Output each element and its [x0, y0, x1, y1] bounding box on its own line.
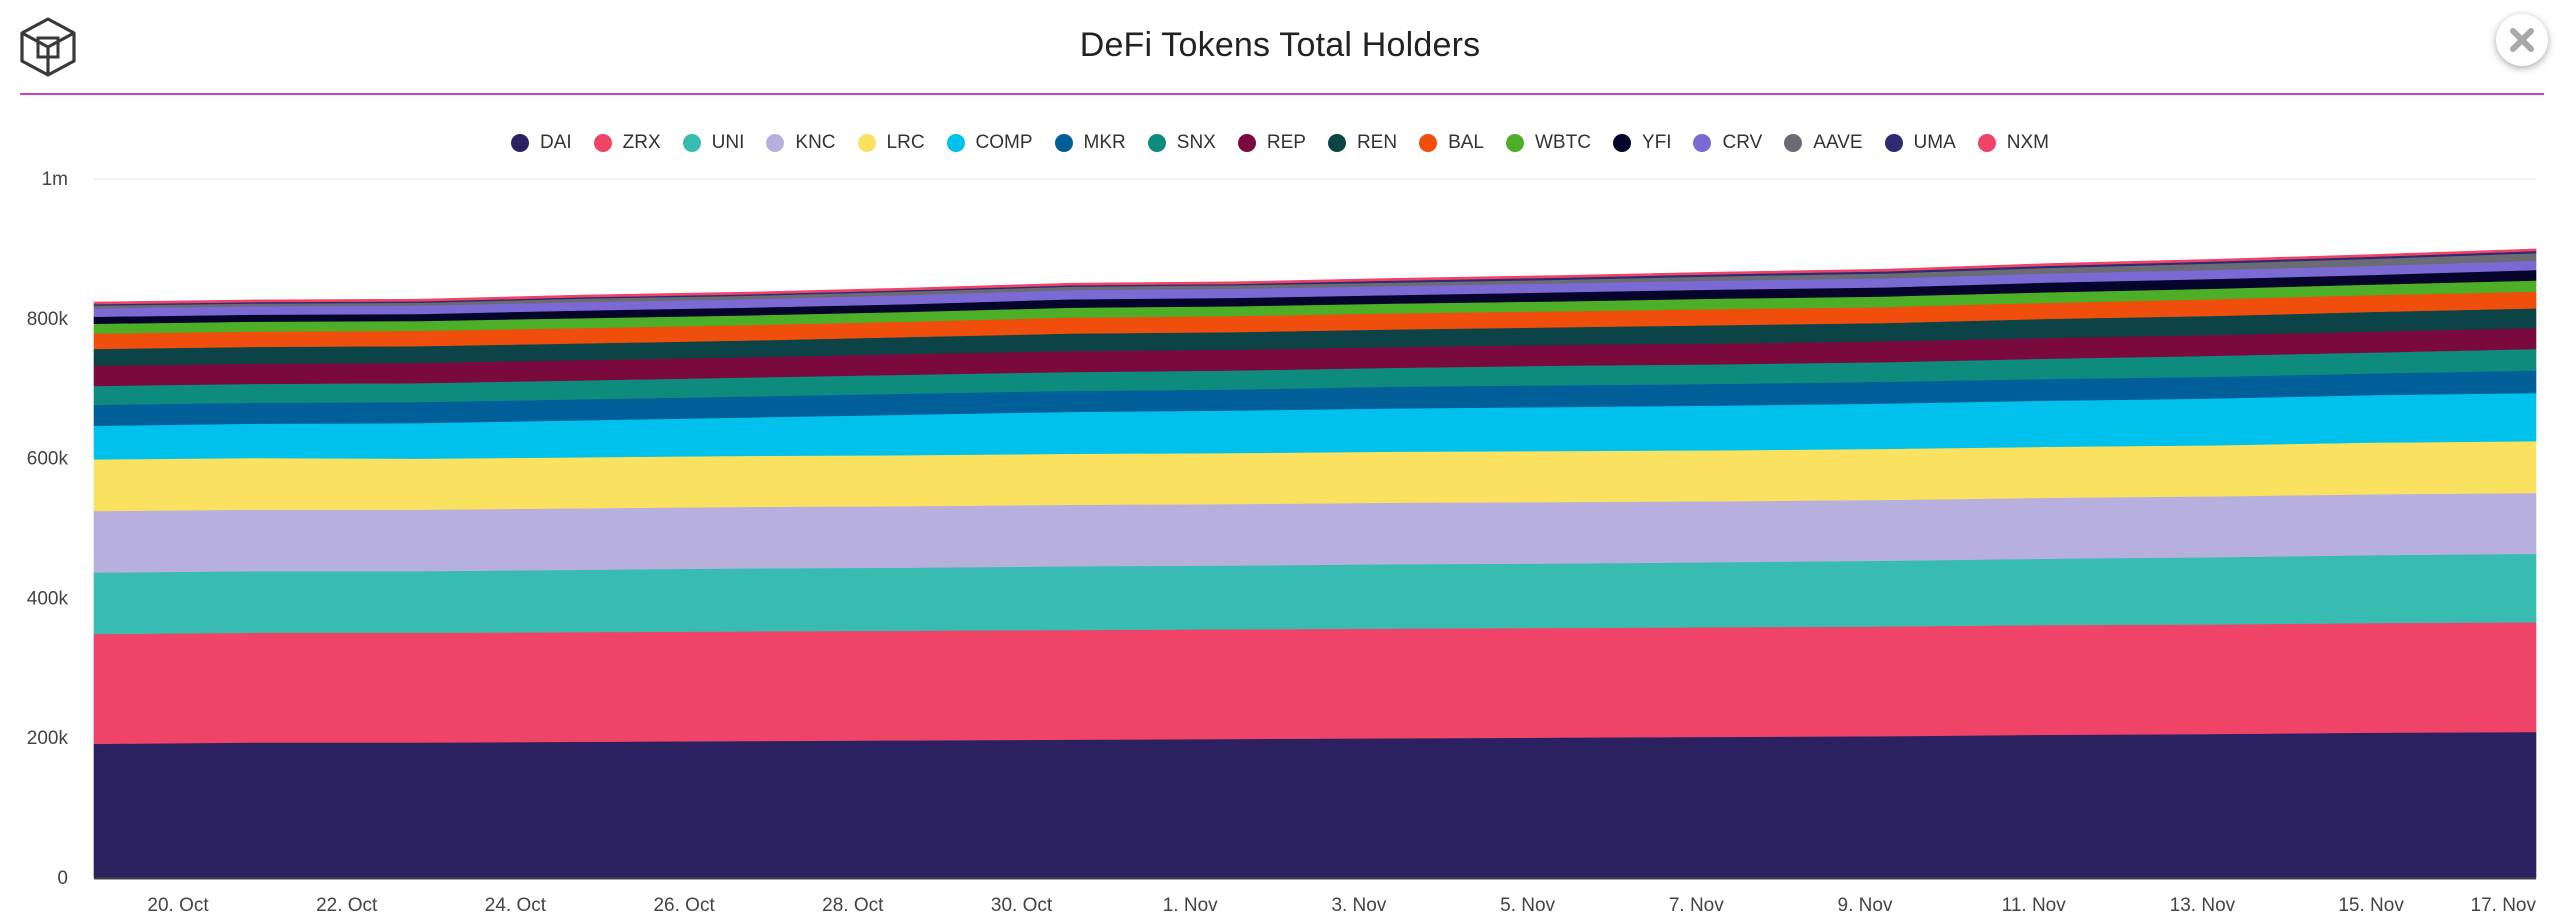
legend-item-dai[interactable]: DAI	[510, 132, 572, 154]
legend-label: CRV	[1722, 132, 1763, 153]
x-tick-label: 20. Oct	[147, 895, 209, 916]
legend-swatch	[857, 134, 876, 152]
chart-header: DeFi Tokens Total Holders	[0, 0, 2560, 96]
legend-item-mkr[interactable]: MKR	[1054, 132, 1126, 154]
legend-swatch	[1237, 134, 1256, 152]
legend-swatch	[1054, 134, 1073, 152]
y-tick-label: 400k	[27, 588, 69, 609]
legend-item-rep[interactable]: REP	[1237, 132, 1306, 154]
legend-swatch	[1884, 134, 1903, 152]
x-tick-label: 15. Nov	[2338, 895, 2404, 916]
legend-swatch	[1147, 134, 1166, 152]
x-tick-label: 3. Nov	[1331, 895, 1386, 916]
x-tick-label: 11. Nov	[2002, 895, 2067, 916]
legend-swatch	[682, 134, 701, 152]
legend-swatch	[1612, 134, 1631, 152]
legend-label: BAL	[1448, 132, 1484, 153]
legend-swatch	[1693, 134, 1712, 152]
area-series-dai[interactable]	[93, 731, 2537, 879]
legend-swatch	[1977, 134, 1996, 152]
legend-label: UMA	[1913, 132, 1956, 153]
legend-label: MKR	[1083, 132, 1126, 153]
close-icon	[2510, 28, 2534, 52]
legend-label: ZRX	[622, 132, 661, 153]
legend-label: AAVE	[1813, 132, 1863, 153]
y-tick-label: 600k	[27, 449, 69, 470]
legend-label: NXM	[2006, 132, 2050, 153]
legend-swatch	[510, 134, 529, 152]
legend-item-ren[interactable]: REN	[1327, 132, 1398, 154]
area-series-nxm[interactable]	[93, 248, 2537, 305]
chart-title: DeFi Tokens Total Holders	[1079, 26, 1481, 64]
legend-item-zrx[interactable]: ZRX	[593, 132, 661, 154]
legend-swatch	[1505, 134, 1524, 152]
legend-label: REN	[1356, 132, 1398, 153]
legend-label: UNI	[711, 132, 745, 153]
legend-item-wbtc[interactable]: WBTC	[1505, 132, 1591, 154]
legend-label: REP	[1266, 132, 1306, 153]
legend-label: YFI	[1641, 132, 1672, 153]
legend-item-knc[interactable]: KNC	[766, 132, 836, 154]
y-tick-label: 1m	[42, 169, 68, 190]
legend-swatch	[1419, 134, 1438, 152]
legend-swatch	[593, 134, 612, 152]
legend-item-bal[interactable]: BAL	[1419, 132, 1484, 154]
legend-swatch	[766, 134, 785, 152]
legend-label: LRC	[886, 132, 925, 153]
legend-item-comp[interactable]: COMP	[946, 132, 1033, 154]
legend-item-lrc[interactable]: LRC	[857, 132, 925, 154]
x-tick-label: 30. Oct	[991, 895, 1053, 916]
chart-legend: DAI ZRX UNI KNC LRC COMP MKR SNX REP REN BAL WBTC YF…	[0, 128, 2560, 158]
legend-item-yfi[interactable]: YFI	[1612, 132, 1672, 154]
legend-label: WBTC	[1534, 132, 1591, 153]
close-button[interactable]	[2496, 14, 2548, 66]
x-tick-label: 24. Oct	[485, 895, 547, 916]
legend-label: COMP	[975, 132, 1033, 153]
y-tick-label: 0	[57, 868, 68, 889]
x-tick-label: 5. Nov	[1500, 895, 1555, 916]
legend-swatch	[946, 134, 965, 152]
y-tick-label: 800k	[27, 309, 69, 330]
legend-item-uni[interactable]: UNI	[682, 132, 745, 154]
x-tick-label: 1. Nov	[1163, 895, 1218, 916]
legend-label: DAI	[539, 132, 572, 153]
legend-label: KNC	[795, 132, 836, 153]
cube-logo-icon	[18, 16, 78, 78]
legend-item-snx[interactable]: SNX	[1147, 132, 1216, 154]
x-tick-label: 28. Oct	[822, 895, 884, 916]
x-tick-label: 17. Nov	[2471, 895, 2537, 916]
chart-plot: 0 200k 400k 600k 800k 1m 20. Oct 22. Oct 24. Oct…	[27, 169, 2537, 916]
header-divider	[20, 93, 2544, 95]
legend-item-nxm[interactable]: NXM	[1977, 132, 2050, 154]
y-tick-label: 200k	[27, 728, 69, 749]
legend-item-aave[interactable]: AAVE	[1784, 132, 1863, 154]
x-tick-label: 7. Nov	[1669, 895, 1724, 916]
area-series-zrx[interactable]	[93, 621, 2537, 745]
legend-item-crv[interactable]: CRV	[1693, 132, 1762, 154]
legend-swatch	[1784, 134, 1803, 152]
x-tick-label: 13. Nov	[2170, 895, 2236, 916]
legend-label: SNX	[1176, 132, 1216, 153]
x-tick-label: 26. Oct	[653, 895, 715, 916]
x-tick-label: 9. Nov	[1838, 895, 1893, 916]
x-tick-label: 22. Oct	[316, 895, 378, 916]
legend-swatch	[1327, 134, 1346, 152]
legend-item-uma[interactable]: UMA	[1884, 132, 1956, 154]
